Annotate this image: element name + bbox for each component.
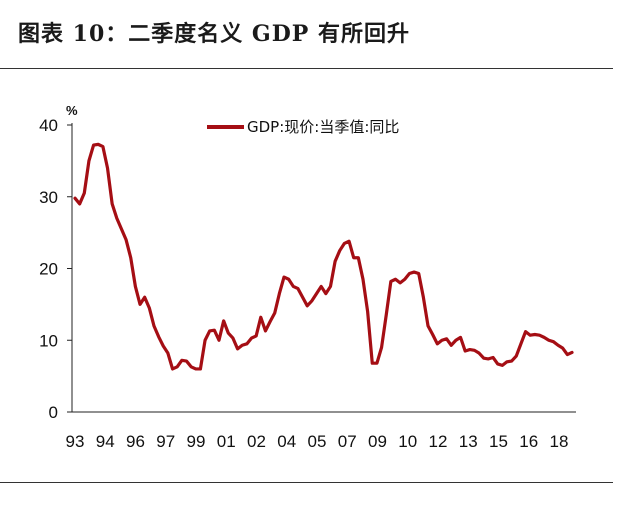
- y-tick-label: 30: [39, 188, 58, 207]
- x-tick-label: 10: [398, 432, 417, 451]
- x-tick-label: 02: [247, 432, 266, 451]
- page-title: 图表 10：二季度名义 GDP 有所回升: [18, 21, 411, 47]
- x-tick-label: 15: [489, 432, 508, 451]
- x-tick-label: 96: [126, 432, 145, 451]
- x-tick-label: 94: [96, 432, 115, 451]
- chart-axes: [71, 123, 576, 413]
- y-tick-label: 0: [49, 403, 58, 422]
- x-tick-label: 99: [187, 432, 206, 451]
- x-tick-label: 93: [66, 432, 85, 451]
- top-divider: [0, 68, 613, 69]
- x-tick-label: 05: [308, 432, 327, 451]
- x-tick-label: 12: [429, 432, 448, 451]
- y-tick-label: 10: [39, 331, 58, 350]
- x-tick-label: 97: [156, 432, 175, 451]
- x-tick-label: 18: [550, 432, 569, 451]
- x-tick-label: 01: [217, 432, 236, 451]
- y-axis-unit-label: %: [66, 103, 78, 118]
- x-tick-label: 13: [459, 432, 478, 451]
- x-tick-labels: 93 94 96 97 99 01 02 04 05 07 09 10 12 13 15 16 18: [66, 432, 569, 451]
- legend-label: GDP:现价:当季值:同比: [247, 118, 399, 136]
- chart-legend: GDP:现价:当季值:同比: [207, 118, 399, 136]
- y-tick-label: 20: [39, 260, 58, 279]
- y-tick-labels: 0 10 20 30 40: [39, 116, 72, 422]
- series-line-gdp: [73, 142, 574, 371]
- y-tick-label: 40: [39, 116, 58, 135]
- x-tick-label: 16: [519, 432, 538, 451]
- x-tick-label: 07: [338, 432, 357, 451]
- x-tick-label: 04: [277, 432, 296, 451]
- x-tick-label: 09: [368, 432, 387, 451]
- bottom-divider: [0, 482, 613, 483]
